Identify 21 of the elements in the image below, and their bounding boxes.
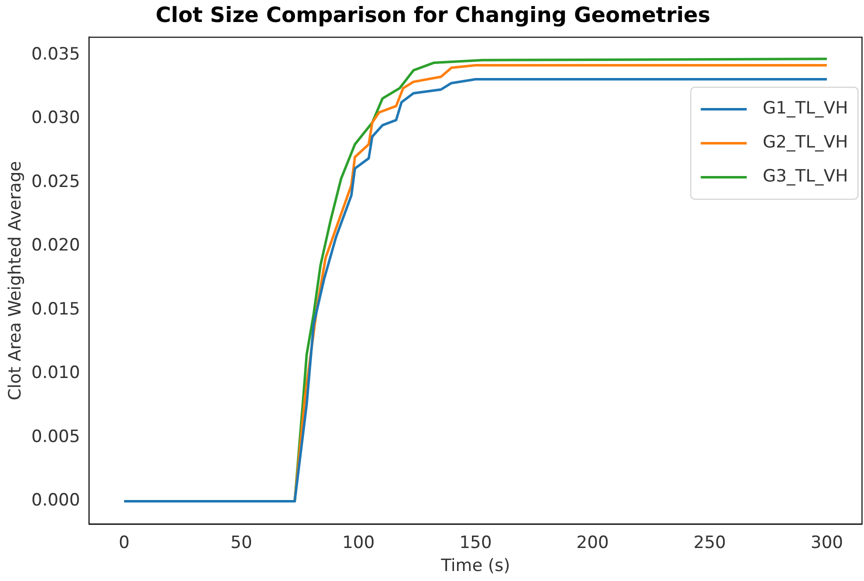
x-tick-label: 150 bbox=[459, 532, 492, 553]
y-tick-label: 0.020 bbox=[31, 236, 80, 256]
x-tick-label: 0 bbox=[118, 532, 130, 553]
legend-label: G3_TL_VH bbox=[762, 166, 848, 187]
legend-label: G1_TL_VH bbox=[762, 98, 848, 119]
x-tick-label: 300 bbox=[810, 532, 844, 553]
y-tick-label: 0.035 bbox=[31, 44, 80, 64]
x-tick-label: 50 bbox=[230, 532, 252, 553]
y-tick-label: 0.005 bbox=[31, 426, 80, 447]
x-tick-label: 200 bbox=[576, 532, 609, 553]
y-tick-label: 0.000 bbox=[31, 490, 80, 511]
x-axis-title: Time (s) bbox=[440, 556, 510, 576]
legend-label: G2_TL_VH bbox=[762, 132, 848, 153]
y-tick-label: 0.025 bbox=[31, 172, 80, 192]
y-axis-title: Clot Area Weighted Average bbox=[6, 161, 26, 400]
y-tick-label: 0.030 bbox=[31, 108, 80, 128]
x-tick-label: 100 bbox=[342, 532, 375, 553]
chart-title: Clot Size Comparison for Changing Geometries bbox=[156, 3, 710, 28]
x-tick-label: 250 bbox=[694, 532, 726, 553]
y-tick-label: 0.015 bbox=[31, 299, 80, 320]
y-tick-label: 0.010 bbox=[31, 363, 80, 384]
